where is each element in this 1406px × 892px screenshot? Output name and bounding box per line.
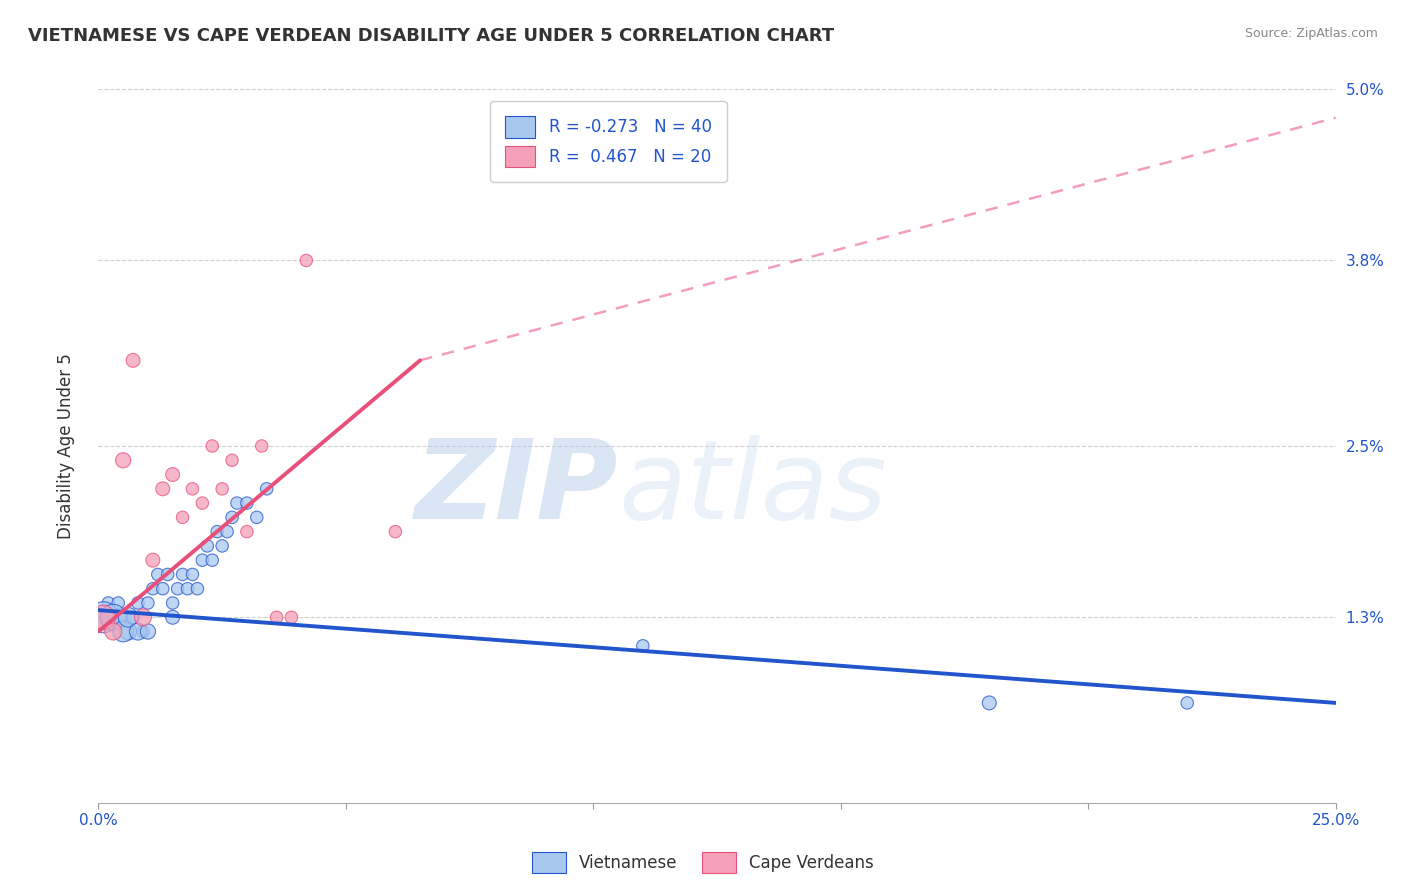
Point: [103, 624, 125, 639]
Text: ZIP: ZIP: [415, 435, 619, 542]
Point: [112, 624, 135, 639]
Point: [117, 624, 139, 639]
Point: [181, 482, 204, 496]
Point: [186, 582, 208, 596]
Point: [191, 496, 214, 510]
Point: [127, 624, 149, 639]
Point: [162, 467, 184, 482]
Point: [211, 482, 233, 496]
Text: atlas: atlas: [619, 435, 887, 542]
Point: [205, 524, 228, 539]
Point: [217, 524, 239, 539]
Point: [266, 610, 288, 624]
Point: [211, 539, 233, 553]
Point: [236, 496, 259, 510]
Point: [132, 624, 155, 639]
Point: [142, 553, 165, 567]
Point: [246, 510, 269, 524]
Point: [201, 439, 224, 453]
Point: [1175, 696, 1198, 710]
Point: [127, 596, 149, 610]
Point: [112, 610, 135, 624]
Point: [117, 610, 139, 624]
Point: [136, 596, 159, 610]
Point: [103, 610, 125, 624]
Point: [181, 567, 204, 582]
Legend: Vietnamese, Cape Verdeans: Vietnamese, Cape Verdeans: [526, 846, 880, 880]
Point: [112, 453, 135, 467]
Point: [172, 567, 194, 582]
Point: [226, 496, 249, 510]
Point: [256, 482, 278, 496]
Point: [221, 453, 243, 467]
Point: [103, 610, 125, 624]
Point: [97, 596, 120, 610]
Point: [191, 553, 214, 567]
Point: [132, 610, 155, 624]
Point: [295, 253, 318, 268]
Text: VIETNAMESE VS CAPE VERDEAN DISABILITY AGE UNDER 5 CORRELATION CHART: VIETNAMESE VS CAPE VERDEAN DISABILITY AG…: [28, 27, 834, 45]
Point: [122, 610, 145, 624]
Point: [221, 510, 243, 524]
Point: [156, 567, 179, 582]
Point: [631, 639, 654, 653]
Point: [152, 482, 174, 496]
Point: [93, 610, 115, 624]
Point: [136, 624, 159, 639]
Point: [979, 696, 1001, 710]
Point: [146, 567, 169, 582]
Point: [152, 582, 174, 596]
Point: [107, 596, 129, 610]
Point: [142, 582, 165, 596]
Legend: R = -0.273   N = 40, R =  0.467   N = 20: R = -0.273 N = 40, R = 0.467 N = 20: [491, 101, 727, 182]
Point: [236, 524, 259, 539]
Point: [280, 610, 302, 624]
Point: [176, 582, 198, 596]
Point: [162, 596, 184, 610]
Text: Source: ZipAtlas.com: Source: ZipAtlas.com: [1244, 27, 1378, 40]
Point: [201, 553, 224, 567]
Point: [384, 524, 406, 539]
Y-axis label: Disability Age Under 5: Disability Age Under 5: [56, 353, 75, 539]
Point: [195, 539, 218, 553]
Point: [166, 582, 188, 596]
Point: [162, 610, 184, 624]
Point: [172, 510, 194, 524]
Point: [250, 439, 273, 453]
Point: [93, 610, 115, 624]
Point: [122, 353, 145, 368]
